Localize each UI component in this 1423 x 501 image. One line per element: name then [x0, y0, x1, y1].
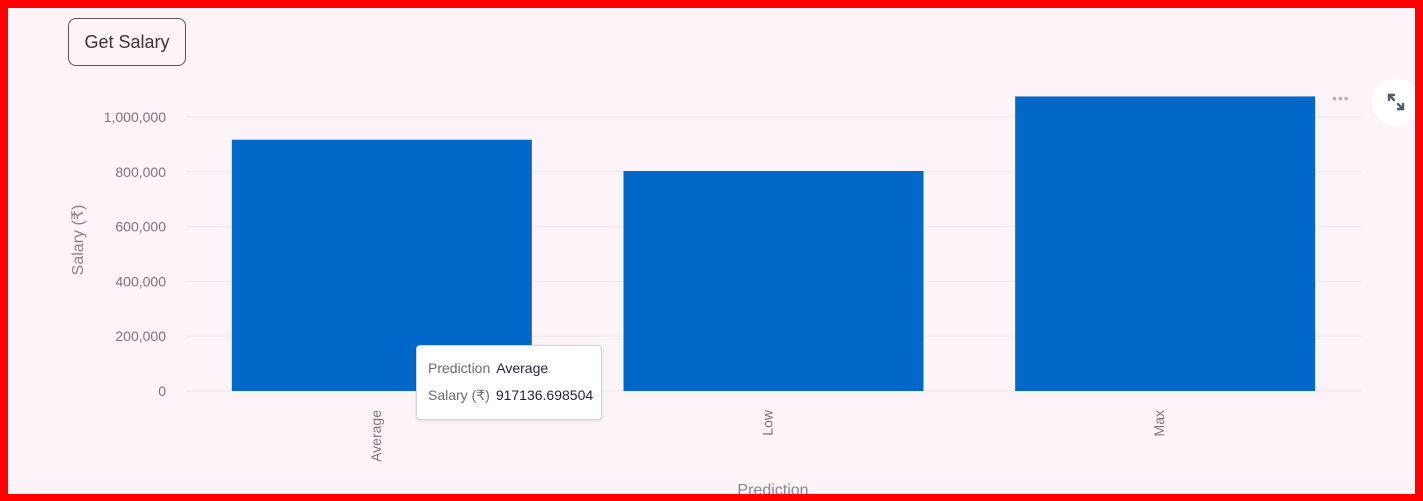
y-tick-label: 600,000	[115, 219, 166, 235]
x-tick-label: Max	[1151, 410, 1167, 436]
tooltip-key: Salary (₹)	[428, 387, 490, 403]
y-tick-label: 400,000	[115, 273, 166, 289]
chart-menu-button[interactable]: •••	[1332, 90, 1350, 106]
salary-bar-chart: 0 200,000 400,000 600,000 800,000 1,000,000 A…	[70, 96, 1361, 494]
fullscreen-button[interactable]	[1372, 78, 1415, 126]
y-axis-title: Salary (₹)	[70, 205, 87, 276]
x-axis-ticks: Average Low Max	[368, 409, 1167, 462]
tooltip-value: Average	[496, 360, 549, 376]
y-axis-ticks: 0 200,000 400,000 600,000 800,000 1,000,000	[104, 109, 167, 399]
y-tick-label: 800,000	[115, 164, 166, 180]
y-tick-label: 1,000,000	[104, 109, 166, 125]
app-frame: Get Salary 0 200,000 400,000 600,000 800,000…	[8, 8, 1415, 494]
tooltip-value: 917136.698504	[495, 387, 594, 403]
fullscreen-expand-icon	[1387, 93, 1405, 111]
x-tick-label: Low	[760, 409, 776, 436]
tooltip-key: Prediction	[428, 360, 491, 376]
y-tick-label: 0	[158, 383, 166, 399]
get-salary-button[interactable]: Get Salary	[68, 18, 186, 66]
x-tick-label: Average	[368, 410, 384, 462]
bar-max[interactable]	[1015, 96, 1316, 391]
bar-low[interactable]	[623, 170, 924, 391]
chart-tooltip: Prediction Average Salary (₹) 917136.698…	[416, 345, 602, 420]
tooltip-row: Salary (₹) 917136.698504	[428, 387, 601, 414]
more-horizontal-icon: •••	[1332, 90, 1350, 106]
chart-bars	[231, 96, 1316, 391]
tooltip-row: Prediction Average	[428, 360, 601, 387]
y-tick-label: 200,000	[115, 328, 166, 344]
x-axis-title: Prediction	[737, 482, 808, 494]
